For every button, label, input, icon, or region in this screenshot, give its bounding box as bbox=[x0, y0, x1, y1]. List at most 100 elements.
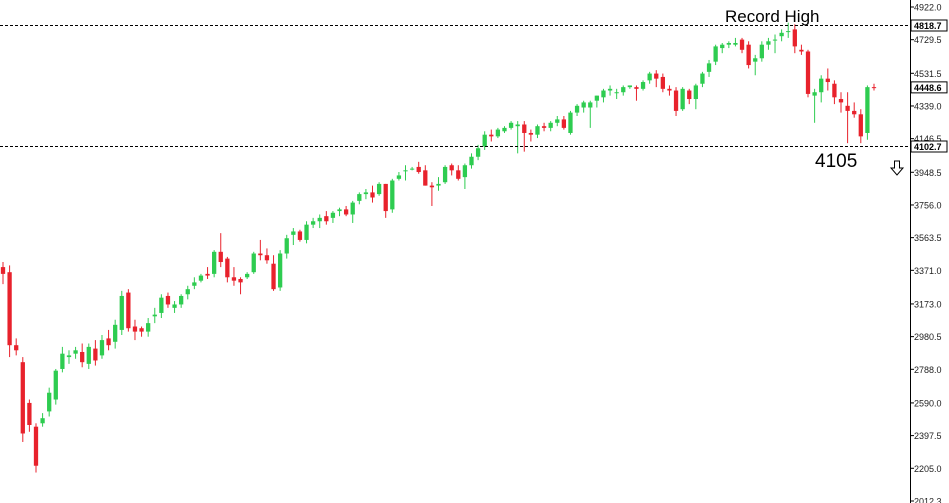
candle-up bbox=[581, 102, 586, 108]
price-axis-label: 2788.0 bbox=[914, 365, 942, 375]
support-price-badge: 4102.7 bbox=[910, 140, 948, 153]
candle-up bbox=[40, 418, 45, 424]
price-axis-label: 2590.0 bbox=[914, 398, 942, 408]
candle-up bbox=[713, 46, 718, 62]
candle-up bbox=[310, 221, 316, 225]
candle-down bbox=[370, 192, 375, 198]
svg-text:4102.7: 4102.7 bbox=[914, 142, 942, 152]
candle-down bbox=[654, 73, 659, 79]
candle-down bbox=[805, 51, 811, 94]
candle-up bbox=[442, 166, 448, 183]
price-axis-label: 4729.5 bbox=[914, 35, 942, 45]
candle-down bbox=[139, 328, 144, 332]
candle-up bbox=[726, 42, 731, 45]
candle-up bbox=[86, 346, 91, 364]
support-annotation: 4105 bbox=[815, 151, 857, 172]
candle-up bbox=[574, 105, 580, 113]
candle-down bbox=[258, 253, 263, 256]
candle-up bbox=[462, 165, 468, 178]
candle-up bbox=[720, 44, 725, 49]
candle-down bbox=[225, 258, 230, 278]
candle-up bbox=[548, 122, 553, 128]
price-axis-label: 2397.5 bbox=[914, 431, 942, 441]
candle-down bbox=[132, 326, 138, 332]
candle-down bbox=[271, 263, 276, 290]
candle-up bbox=[706, 63, 712, 72]
candle-up bbox=[786, 31, 791, 33]
candle-up bbox=[113, 324, 118, 342]
record-high-annotation: Record High bbox=[725, 7, 820, 26]
candle-down bbox=[522, 124, 527, 133]
candle-down bbox=[33, 426, 39, 466]
candle-up bbox=[212, 251, 217, 274]
candle-down bbox=[0, 267, 6, 274]
record-high-price-badge: 4818.7 bbox=[910, 19, 948, 32]
candle-up bbox=[172, 304, 177, 308]
candle-up bbox=[588, 102, 593, 108]
candle-up bbox=[759, 44, 764, 59]
candle-down bbox=[429, 185, 435, 188]
svg-text:4448.6: 4448.6 bbox=[914, 83, 942, 93]
candle-up bbox=[733, 42, 738, 45]
candle-down bbox=[687, 90, 692, 100]
candle-up bbox=[640, 82, 646, 89]
price-axis-label: 2205.0 bbox=[914, 464, 942, 474]
price-axis-label: 4146.5 bbox=[914, 134, 942, 144]
candle-down bbox=[93, 348, 98, 361]
price-axis-label: 2980.5 bbox=[914, 332, 942, 342]
price-axis-label: 4922.0 bbox=[914, 3, 942, 13]
candle-up bbox=[409, 168, 415, 170]
candle-up bbox=[819, 78, 824, 93]
candle-up bbox=[753, 58, 758, 62]
candle-up bbox=[469, 156, 474, 166]
candle-up bbox=[47, 392, 52, 412]
candle-up bbox=[330, 212, 336, 218]
candle-down bbox=[825, 78, 830, 83]
candle-up bbox=[376, 183, 382, 195]
candle-up bbox=[535, 126, 540, 135]
candle-up bbox=[779, 32, 784, 37]
candle-down bbox=[231, 277, 237, 281]
candle-up bbox=[304, 224, 309, 240]
price-axis-label: 3756.0 bbox=[914, 200, 942, 210]
candle-down bbox=[858, 114, 863, 137]
candle-down bbox=[838, 99, 844, 103]
price-axis-label: 3371.0 bbox=[914, 266, 942, 276]
candle-down bbox=[634, 87, 639, 89]
candle-down bbox=[27, 402, 32, 425]
candle-down bbox=[238, 278, 243, 283]
price-axis-label: 2012.3 bbox=[914, 497, 942, 503]
candle-up bbox=[614, 92, 619, 94]
candle-down bbox=[126, 292, 131, 329]
candle-up bbox=[502, 127, 507, 132]
candle-up bbox=[185, 289, 190, 295]
candle-up bbox=[601, 90, 606, 98]
candle-down bbox=[343, 209, 349, 215]
candle-down bbox=[852, 110, 857, 115]
candle-down bbox=[205, 273, 210, 276]
candle-up bbox=[317, 217, 322, 222]
candle-up bbox=[159, 297, 164, 313]
candle-down bbox=[297, 231, 303, 240]
candle-up bbox=[693, 85, 698, 100]
candle-up bbox=[390, 180, 395, 210]
price-axis: 4922.0 4729.5 4531.5 4339.0 4146.5 3948.5 3756… bbox=[910, 3, 942, 503]
candle-up bbox=[179, 295, 184, 305]
candle-up bbox=[66, 355, 72, 358]
candle-up bbox=[337, 209, 342, 212]
candle-down bbox=[845, 105, 850, 111]
candle-down bbox=[561, 119, 567, 128]
candle-up bbox=[357, 194, 362, 201]
price-axis-label: 4531.5 bbox=[914, 69, 942, 79]
candle-up bbox=[146, 323, 151, 332]
candle-up bbox=[607, 88, 613, 91]
candle-up bbox=[192, 282, 197, 286]
candle-up bbox=[495, 129, 501, 137]
candle-up bbox=[403, 170, 408, 172]
candle-down bbox=[739, 39, 745, 50]
candle-up bbox=[99, 340, 105, 356]
candle-down bbox=[673, 90, 679, 111]
down-arrow-icon bbox=[889, 160, 905, 176]
candle-up bbox=[647, 73, 652, 81]
candle-up bbox=[73, 350, 78, 354]
